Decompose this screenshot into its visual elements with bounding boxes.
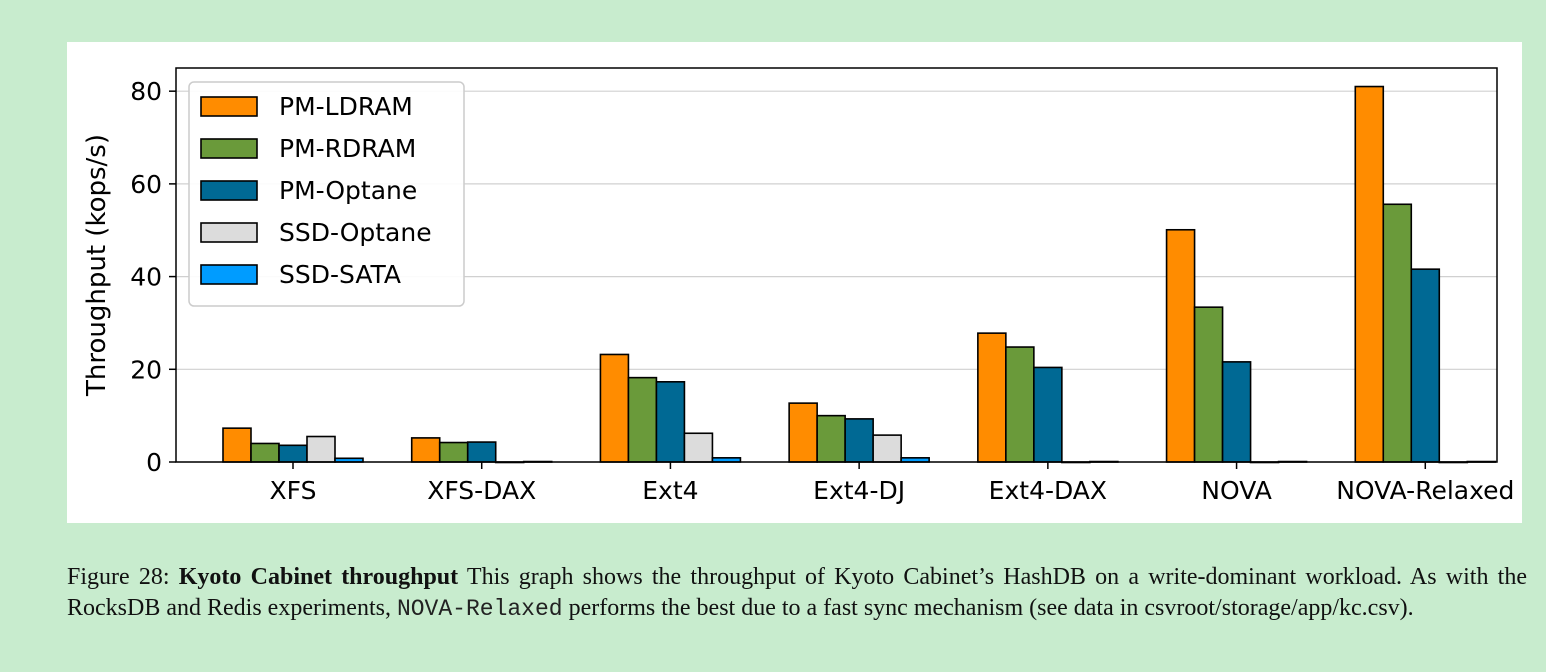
x-tick-label: Ext4-DAX: [989, 476, 1107, 505]
plot-panel: 0 20 40 60 80 XFS XFS-DAX Ext4 Ext4-DJ Ext4-DAX NO…: [67, 42, 1522, 523]
bar: [788, 402, 818, 463]
bar: [1221, 361, 1252, 463]
bars: [222, 85, 1497, 464]
legend-swatch: [200, 96, 258, 117]
bar: [1410, 268, 1441, 463]
bar: [1382, 203, 1413, 463]
caption-code: NOVA-Relaxed: [396, 596, 563, 622]
bar: [816, 414, 846, 463]
bar: [410, 437, 441, 463]
x-tick-label: NOVA-Relaxed: [1336, 476, 1514, 505]
legend-swatch: [200, 222, 258, 243]
bar: [844, 418, 874, 463]
bar: [1354, 85, 1385, 463]
y-tick-label: 20: [130, 355, 162, 384]
bar: [655, 381, 686, 463]
legend-swatch: [200, 180, 258, 201]
figure-caption: Figure 28: Kyoto Cabinet throughput This…: [67, 562, 1527, 625]
bar: [683, 432, 714, 463]
bar: [872, 434, 902, 463]
legend-frame: [188, 81, 465, 307]
legend-swatch: [200, 264, 258, 285]
legend-swatch: [200, 138, 258, 159]
y-tick-label: 0: [146, 448, 162, 477]
x-tick-label: XFS-DAX: [427, 476, 536, 505]
axes-frame: [175, 67, 1498, 463]
x-tick-label: Ext4: [642, 476, 698, 505]
bar: [250, 442, 280, 463]
bar: [306, 435, 336, 463]
bar: [1193, 306, 1224, 463]
legend-label: PM-LDRAM: [279, 92, 413, 121]
legend-label: SSD-SATA: [279, 260, 401, 289]
bar: [1005, 346, 1035, 463]
kc-throughput-chart: 0 20 40 60 80 XFS XFS-DAX Ext4 Ext4-DJ Ext4-DAX NO…: [82, 67, 1514, 505]
bar: [466, 441, 497, 463]
bar: [1033, 366, 1063, 463]
bar: [977, 332, 1007, 463]
bar: [278, 444, 308, 463]
x-tick-label: XFS: [270, 476, 317, 505]
bar: [627, 376, 658, 463]
bar: [599, 353, 630, 463]
figure-number: Figure 28:: [67, 564, 170, 590]
bar: [438, 441, 469, 463]
y-tick-label: 60: [130, 170, 162, 199]
legend: PM-LDRAM PM-RDRAM PM-Optane SSD-Optane SSD-S…: [188, 81, 465, 307]
legend-label: PM-RDRAM: [279, 134, 416, 163]
bar: [222, 427, 252, 463]
caption-text-2: performs the best due to a fast sync mec…: [568, 595, 1414, 621]
figure-title: Kyoto Cabinet throughput: [178, 564, 459, 590]
y-tick-label: 80: [130, 77, 162, 106]
caption-text-1: This graph shows the throughput of Kyoto…: [67, 564, 1527, 621]
axis-ticks: 0 20 40 60 80 XFS XFS-DAX Ext4 Ext4-DJ Ext4-DAX NO…: [130, 77, 1514, 505]
x-tick-label: NOVA: [1201, 476, 1272, 505]
y-tick-label: 40: [130, 263, 162, 292]
bar: [1165, 228, 1196, 463]
legend-label: SSD-Optane: [279, 218, 432, 247]
y-axis-label: Throughput (kops/s): [82, 134, 112, 397]
x-tick-label: Ext4-DJ: [813, 476, 905, 505]
legend-label: PM-Optane: [279, 176, 417, 205]
